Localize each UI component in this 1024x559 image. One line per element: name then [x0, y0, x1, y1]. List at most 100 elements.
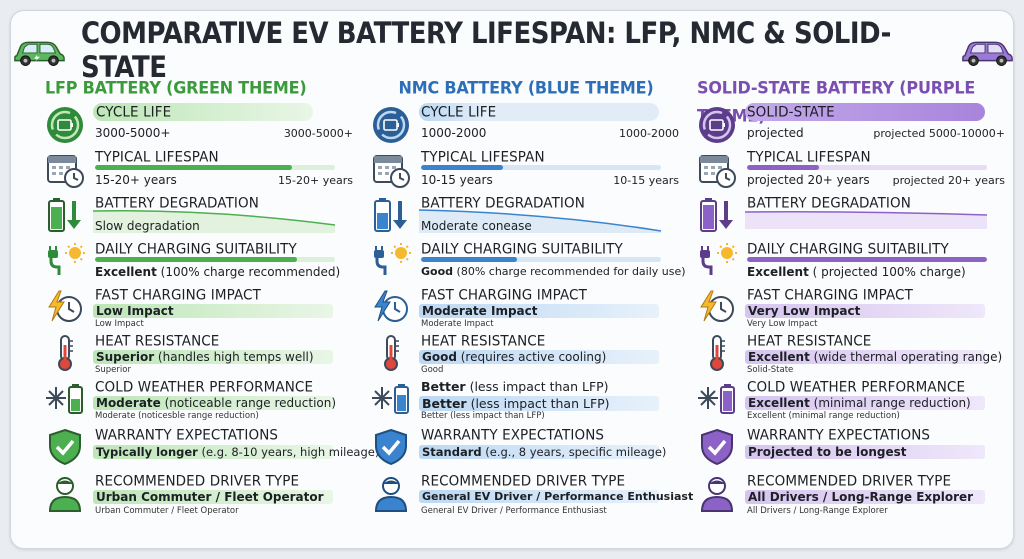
daily-charging-label: DAILY CHARGING SUITABILITY — [747, 241, 949, 258]
daily-charging-bar — [747, 257, 987, 262]
plug-sun-icon — [45, 241, 85, 281]
cycle-life-row: CYCLE LIFE 3000-5000+ 3000-5000+ — [45, 103, 355, 147]
heat-resistance-value: Good (requires active cooling) — [419, 350, 659, 364]
plug-sun-icon — [697, 241, 737, 281]
fast-charging-label: FAST CHARGING IMPACT — [421, 287, 587, 304]
driver-person-icon — [45, 473, 85, 513]
degradation-curve — [745, 211, 987, 229]
thermometer-icon — [45, 333, 85, 373]
battery-degradation-row: BATTERY DEGRADATION Slow degradation — [45, 193, 355, 237]
plug-sun-icon — [371, 241, 411, 281]
typical-lifespan-right-value: 10-15 years — [613, 174, 679, 187]
typical-lifespan-row: TYPICAL LIFESPAN 15-20+ years 15-20+ yea… — [45, 147, 355, 191]
cycle-life-right-value: 3000-5000+ — [283, 127, 353, 140]
daily-charging-label: DAILY CHARGING SUITABILITY — [421, 241, 623, 258]
degradation-curve — [419, 209, 661, 233]
battery-degradation-label: BATTERY DEGRADATION — [95, 195, 259, 212]
driver-type-value: General EV Driver / Performance Enthusia… — [419, 490, 693, 503]
cold-weather-subtext: Better (less impact than LFP) — [421, 411, 545, 421]
driver-type-label: RECOMMENDED DRIVER TYPE — [421, 473, 626, 490]
cycle-life-bar — [93, 103, 313, 121]
battery-degradation-row: BATTERY DEGRADATION Moderate conease — [371, 193, 681, 237]
cycle-life-row: CYCLE LIFE 1000-2000 1000-2000 — [371, 103, 681, 147]
daily-charging-row: DAILY CHARGING SUITABILITY Excellent ( p… — [697, 239, 1007, 283]
driver-type-subtext: All Drivers / Long-Range Explorer — [747, 506, 888, 516]
heat-resistance-row: HEAT RESISTANCE Good (requires active co… — [371, 331, 681, 375]
thermometer-icon — [371, 333, 411, 373]
battery-cycle-icon — [371, 105, 411, 145]
cold-weather-label: COLD WEATHER PERFORMANCE — [747, 379, 966, 396]
daily-charging-row: DAILY CHARGING SUITABILITY Excellent (10… — [45, 239, 355, 283]
driver-type-row: RECOMMENDED DRIVER TYPE Urban Commuter /… — [45, 471, 355, 516]
lightning-clock-icon — [371, 287, 411, 327]
shield-check-icon — [697, 427, 737, 467]
heat-resistance-subtext: Superior — [95, 365, 131, 375]
purple-ev-car-icon — [962, 41, 1013, 66]
warranty-label: WARRANTY EXPECTATIONS — [421, 427, 605, 444]
typical-lifespan-value: projected 20+ years — [747, 173, 870, 187]
fast-charging-value: Low Impact — [93, 304, 333, 318]
page-title: COMPARATIVE EV BATTERY LIFESPAN: LFP, NM… — [80, 17, 891, 85]
infographic-card: COMPARATIVE EV BATTERY LIFESPAN: LFP, NM… — [10, 10, 1014, 549]
typical-lifespan-label: TYPICAL LIFESPAN — [95, 149, 219, 166]
battery-degradation-value: Moderate conease — [421, 219, 532, 233]
lightning-clock-icon — [697, 287, 737, 327]
cold-weather-row: COLD WEATHER PERFORMANCE Moderate (notic… — [45, 377, 355, 421]
driver-type-row: RECOMMENDED DRIVER TYPE General EV Drive… — [371, 471, 693, 516]
typical-lifespan-label: TYPICAL LIFESPAN — [421, 149, 545, 166]
driver-type-row: RECOMMENDED DRIVER TYPE All Drivers / Lo… — [697, 471, 1007, 516]
cycle-life-bar — [419, 103, 493, 121]
typical-lifespan-right-value: projected 20+ years — [892, 174, 1005, 187]
cycle-life-row: SOLID-STATE projected projected 5000-100… — [697, 103, 1007, 147]
driver-type-value: All Drivers / Long-Range Explorer — [745, 490, 985, 504]
snowflake-battery-icon — [371, 379, 411, 419]
cold-weather-value: Better (less impact than LFP) — [421, 379, 609, 394]
fast-charging-row: FAST CHARGING IMPACT Low Impact Low Impa… — [45, 285, 355, 329]
cold-weather-value: Moderate (noticeable range reduction) — [93, 396, 336, 410]
solid-state-column: SOLID-STATE BATTERY (PURPLE THEME) SOLID… — [697, 75, 1007, 535]
warranty-row: WARRANTY EXPECTATIONS Typically longer (… — [45, 425, 379, 469]
daily-charging-bar — [95, 257, 335, 262]
cycle-life-value: 1000-2000 — [421, 126, 487, 140]
title-row: COMPARATIVE EV BATTERY LIFESPAN: LFP, NM… — [11, 17, 1015, 85]
warranty-label: WARRANTY EXPECTATIONS — [747, 427, 931, 444]
battery-degradation-icon — [45, 195, 85, 235]
driver-type-label: RECOMMENDED DRIVER TYPE — [95, 473, 300, 490]
driver-type-label: RECOMMENDED DRIVER TYPE — [747, 473, 952, 490]
battery-degradation-row: BATTERY DEGRADATION — [697, 193, 1007, 237]
nmc-column: NMC BATTERY (BLUE THEME) CYCLE LIFE 1000… — [371, 75, 693, 535]
lfp-column: LFP BATTERY (GREEN THEME) CYCLE LIFE 300… — [45, 75, 379, 535]
heat-resistance-row: HEAT RESISTANCE Excellent (wide thermal … — [697, 331, 1007, 375]
fast-charging-value: Very Low Impact — [745, 304, 985, 318]
heat-resistance-row: HEAT RESISTANCE Superior (handles high t… — [45, 331, 355, 375]
fast-charging-row: FAST CHARGING IMPACT Very Low Impact Ver… — [697, 285, 1007, 329]
thermometer-icon — [697, 333, 737, 373]
calendar-clock-icon — [697, 149, 737, 189]
heat-resistance-label: HEAT RESISTANCE — [421, 333, 546, 350]
fast-charging-subtext: Moderate Impact — [421, 319, 494, 329]
lifespan-bar — [421, 165, 661, 170]
battery-cycle-icon — [697, 105, 737, 145]
column-title: LFP BATTERY (GREEN THEME) — [45, 77, 307, 98]
cycle-life-right-value: projected 5000-10000+ — [873, 127, 1005, 140]
warranty-label: WARRANTY EXPECTATIONS — [95, 427, 279, 444]
fast-charging-subtext: Low Impact — [95, 319, 144, 329]
daily-charging-value: Good (80% charge recommended for daily u… — [421, 265, 686, 278]
column-title: SOLID-STATE BATTERY (PURPLE THEME) — [697, 77, 976, 126]
heat-resistance-label: HEAT RESISTANCE — [95, 333, 220, 350]
battery-degradation-label: BATTERY DEGRADATION — [747, 195, 911, 212]
driver-type-subtext: General EV Driver / Performance Enthusia… — [421, 506, 607, 516]
driver-person-icon — [697, 473, 737, 513]
snowflake-battery-icon — [45, 379, 85, 419]
daily-charging-value: Excellent ( projected 100% charge) — [747, 265, 966, 279]
calendar-clock-icon — [371, 149, 411, 189]
warranty-row: WARRANTY EXPECTATIONS Projected to be lo… — [697, 425, 1007, 469]
lightning-clock-icon — [45, 287, 85, 327]
cycle-life-label: CYCLE LIFE — [421, 104, 497, 121]
shield-check-icon — [45, 427, 85, 467]
battery-cycle-icon — [45, 105, 85, 145]
fast-charging-label: FAST CHARGING IMPACT — [95, 287, 261, 304]
battery-degradation-icon — [697, 195, 737, 235]
battery-degradation-icon — [371, 195, 411, 235]
fast-charging-subtext: Very Low Impact — [747, 319, 818, 329]
